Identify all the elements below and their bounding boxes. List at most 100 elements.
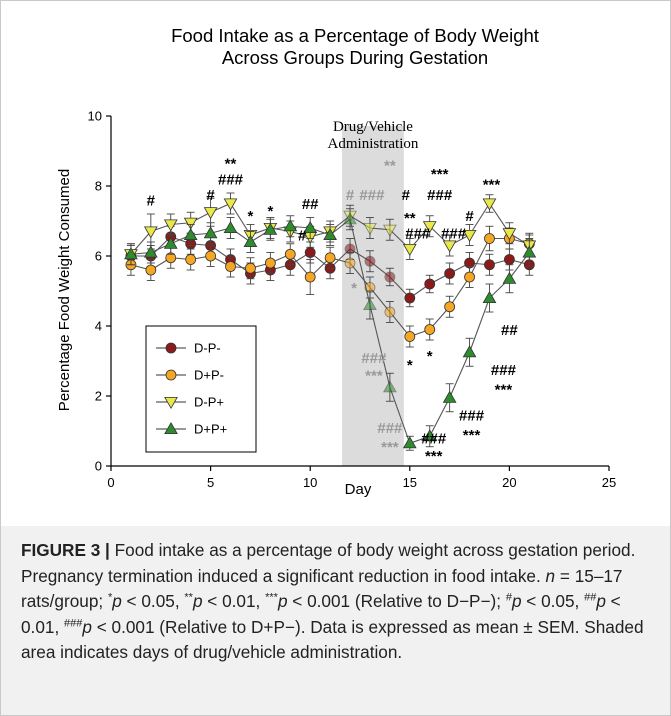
significance-annotation: ### bbox=[377, 420, 403, 437]
data-point bbox=[382, 380, 397, 393]
significance-annotation: # bbox=[147, 192, 156, 209]
data-point bbox=[223, 198, 238, 211]
caption-sup-5: ## bbox=[584, 591, 597, 604]
data-point bbox=[444, 268, 456, 279]
caption-sup-2: ** bbox=[184, 591, 193, 604]
data-point bbox=[145, 264, 157, 276]
caption-p-6: p bbox=[82, 616, 92, 637]
caption-label: FIGURE 3 | bbox=[21, 540, 110, 560]
significance-annotation: ### bbox=[405, 226, 431, 243]
data-point bbox=[324, 252, 336, 264]
caption-stat-1: < 0.05, bbox=[121, 591, 185, 611]
significance-annotation: *** bbox=[431, 166, 449, 183]
y-axis-label: Percentage Food Weight Consumed bbox=[56, 169, 73, 411]
legend-marker bbox=[164, 396, 178, 410]
data-point bbox=[482, 198, 497, 211]
x-tick-label: 25 bbox=[602, 475, 616, 490]
significance-annotation: *** bbox=[425, 448, 443, 465]
data-point bbox=[444, 301, 456, 313]
data-point bbox=[363, 297, 377, 311]
legend-marker bbox=[164, 421, 178, 435]
data-point bbox=[384, 306, 396, 318]
significance-annotation: * bbox=[407, 357, 413, 374]
caption-n: n bbox=[545, 565, 556, 586]
significance-annotation: * bbox=[248, 208, 254, 225]
data-point bbox=[203, 207, 218, 220]
data-point bbox=[344, 257, 356, 269]
data-point bbox=[143, 245, 158, 258]
y-tick-label: 8 bbox=[95, 179, 102, 194]
caption-stat-6: < 0.001 (Relative to D+P−). Data is expr… bbox=[21, 616, 644, 663]
significance-annotation: *** bbox=[381, 439, 399, 456]
caption-stat-5: < 0.01, bbox=[21, 591, 621, 637]
data-point bbox=[283, 219, 298, 232]
data-point bbox=[402, 436, 417, 449]
data-point bbox=[163, 236, 178, 249]
data-point bbox=[404, 331, 416, 342]
legend-box bbox=[145, 325, 257, 453]
series-D+P- bbox=[125, 225, 535, 348]
data-point bbox=[484, 233, 495, 244]
legend-marker bbox=[165, 369, 177, 381]
x-tick-label: 10 bbox=[303, 475, 317, 490]
y-tick-label: 2 bbox=[95, 389, 102, 404]
significance-annotation: * bbox=[267, 203, 273, 220]
significance-annotation: *** bbox=[483, 177, 501, 194]
caption-text: Food intake as a percentage of body weig… bbox=[21, 540, 636, 586]
significance-annotation: ### bbox=[491, 362, 517, 379]
significance-annotation: ## bbox=[501, 322, 518, 339]
data-point bbox=[462, 345, 477, 358]
significance-annotation: ### bbox=[361, 350, 387, 367]
data-point bbox=[424, 278, 436, 290]
x-axis-label: Day bbox=[345, 481, 372, 498]
caption-stat-2: < 0.01, bbox=[202, 591, 266, 611]
significance-annotation: ### bbox=[421, 430, 447, 447]
y-tick-label: 10 bbox=[88, 109, 102, 124]
caption-p-3: p bbox=[277, 591, 288, 611]
caption-stat-4: < 0.05, bbox=[521, 591, 585, 611]
significance-annotation: * bbox=[427, 348, 433, 365]
caption-p-4: p bbox=[511, 591, 522, 611]
significance-annotation: * bbox=[351, 280, 357, 297]
caption-sup-4: # bbox=[505, 591, 512, 604]
significance-annotation: # bbox=[465, 208, 474, 225]
data-point bbox=[382, 224, 397, 237]
significance-annotation: # bbox=[206, 187, 215, 204]
y-tick-label: 0 bbox=[95, 459, 102, 474]
legend: D-P- D+P- D-P+ D+P+ bbox=[145, 325, 257, 453]
caption-p-5: p bbox=[596, 591, 606, 611]
data-point bbox=[225, 261, 236, 272]
figure-caption: FIGURE 3 | Food intake as a percentage o… bbox=[21, 538, 649, 666]
legend-label: D+P- bbox=[194, 368, 224, 383]
data-point bbox=[183, 227, 198, 241]
significance-annotation: ### bbox=[218, 171, 244, 188]
shaded-region-label-line2: Administration bbox=[328, 136, 419, 152]
legend-marker bbox=[165, 342, 177, 354]
legend-label: D-P+ bbox=[194, 395, 224, 410]
significance-annotation: ** bbox=[404, 210, 416, 227]
data-point bbox=[384, 271, 396, 283]
x-tick-label: 20 bbox=[502, 475, 516, 490]
data-point bbox=[422, 221, 437, 234]
caption-sup-6: ### bbox=[64, 616, 83, 629]
data-point bbox=[203, 226, 218, 239]
data-point bbox=[364, 255, 376, 267]
x-tick-label: 0 bbox=[107, 475, 114, 490]
data-point bbox=[264, 257, 276, 269]
caption-stat-3: < 0.001 (Relative to D−P−); bbox=[287, 591, 506, 611]
significance-annotation: *** bbox=[365, 367, 383, 384]
data-point bbox=[522, 245, 537, 258]
caption-p-2: p bbox=[192, 591, 203, 611]
data-point bbox=[284, 248, 296, 260]
data-point bbox=[323, 227, 338, 241]
data-point bbox=[303, 220, 318, 234]
significance-annotation: *** bbox=[495, 381, 513, 398]
series-D+P+ bbox=[124, 208, 537, 451]
data-point bbox=[462, 229, 477, 243]
significance-annotation: ** bbox=[384, 157, 396, 174]
data-point bbox=[402, 243, 417, 257]
shaded-region bbox=[342, 126, 404, 466]
data-point bbox=[442, 390, 457, 403]
significance-annotation: ## bbox=[302, 196, 319, 213]
